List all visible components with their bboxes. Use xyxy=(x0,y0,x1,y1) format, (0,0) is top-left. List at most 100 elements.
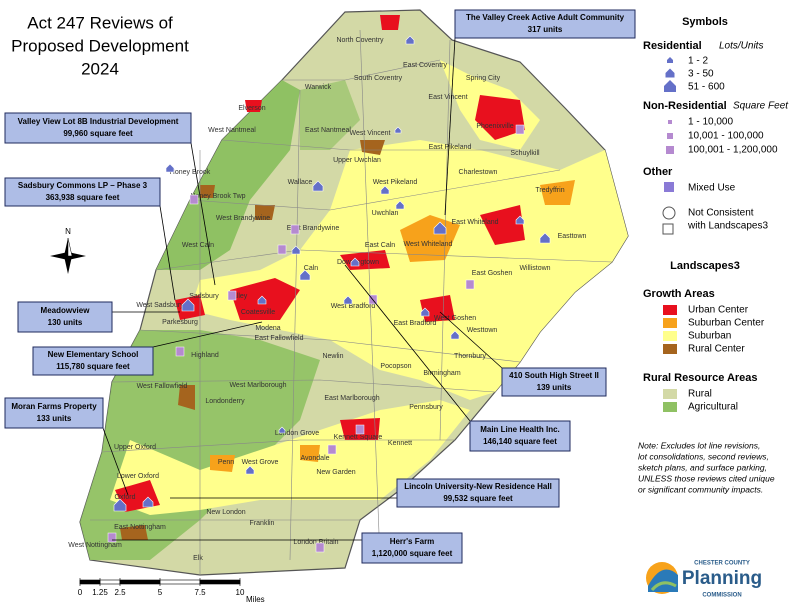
legend-section: Other xyxy=(643,166,673,178)
callout-box xyxy=(469,420,571,452)
township-label: Willistown xyxy=(519,265,550,272)
township-label: Penn xyxy=(218,459,234,466)
legend-section: Rural Resource Areas xyxy=(643,372,758,384)
callout-detail: 363,938 square feet xyxy=(46,193,120,202)
township-label: Kennett Square xyxy=(334,434,383,441)
township-label: West Sadsbury xyxy=(136,302,184,309)
township-label: Thornbury xyxy=(454,353,486,360)
legend-symbol xyxy=(662,223,674,235)
township-label: East Pikeland xyxy=(429,144,472,151)
township-label: Elverson xyxy=(238,105,265,112)
callout-detail: 130 units xyxy=(48,318,83,327)
township-label: Wallace xyxy=(288,179,313,186)
callout-detail: 99,960 square feet xyxy=(63,129,133,138)
callout-name: New Elementary School xyxy=(48,350,139,359)
title-line: Proposed Development xyxy=(11,36,189,55)
township-label: West Vincent xyxy=(350,130,391,137)
nonres-icon xyxy=(315,542,325,553)
callout-leaders xyxy=(102,37,503,541)
township-label: London Britain xyxy=(293,539,338,546)
development-icon xyxy=(405,35,415,45)
scale-label: 10 xyxy=(236,588,245,597)
township-label: Caln xyxy=(304,265,319,272)
north-arrow: N xyxy=(50,227,86,274)
township-label: Schuylkill xyxy=(510,150,540,157)
callout-box xyxy=(4,112,192,144)
township-label: East Nottingham xyxy=(114,524,166,531)
township-label: Pocopson xyxy=(380,363,411,370)
township-label: Honey Brook xyxy=(170,169,211,176)
legend-label: Rural Center xyxy=(688,344,745,355)
township-label: Newlin xyxy=(322,353,343,360)
township-label: West Goshen xyxy=(434,315,476,322)
township-label: Kennett xyxy=(388,440,412,447)
legend-heading: Symbols xyxy=(682,16,728,28)
callout-detail: 99,532 square feet xyxy=(443,494,513,503)
title-line: Act 247 Reviews of xyxy=(27,13,173,32)
callout-detail: 139 units xyxy=(537,383,572,392)
township-label: East Whiteland xyxy=(451,219,498,226)
township-label: New London xyxy=(206,509,245,516)
callout-name: Main Line Health Inc. xyxy=(480,425,560,434)
legend-swatch xyxy=(663,402,677,412)
development-icon xyxy=(515,215,525,225)
legend-label: Rural xyxy=(688,389,712,400)
development-icon xyxy=(291,245,301,255)
scale-label: 5 xyxy=(158,588,163,597)
legend-unit: Square Feet xyxy=(733,101,789,112)
callout-box xyxy=(4,397,104,429)
development-icon xyxy=(312,180,324,192)
township-label: Oxford xyxy=(114,494,135,501)
legend-label: Agricultural xyxy=(688,402,738,413)
nonres-icon xyxy=(107,532,117,543)
township-label: West Brandywine xyxy=(216,215,270,222)
township-label: East Nantmeal xyxy=(305,127,351,134)
township-label: Pennsbury xyxy=(409,404,443,411)
nonres-icon xyxy=(327,444,337,455)
nonres-icon xyxy=(355,424,365,435)
legend-label: Suburban Center xyxy=(688,318,765,329)
development-icon xyxy=(380,185,390,195)
township-label: West Grove xyxy=(242,459,279,466)
callout-name: Moran Farms Property xyxy=(11,402,97,411)
legend-symbol xyxy=(664,182,674,192)
callout-box xyxy=(17,301,113,333)
legend: Symbols Residential Lots/Units 1 - 2 3 - 50 5… xyxy=(638,16,789,494)
callout-name: 410 South High Street II xyxy=(509,371,599,380)
legend-swatch xyxy=(663,318,677,328)
north-label: N xyxy=(65,227,71,236)
scale-label: 1.25 xyxy=(92,588,108,597)
township-label: Upper Oxford xyxy=(114,444,156,451)
scale-label: 0 xyxy=(78,588,83,597)
development-icon xyxy=(181,298,195,312)
township-label: West Bradford xyxy=(331,303,376,310)
callout-box xyxy=(396,478,560,508)
legend-swatch xyxy=(663,344,677,354)
township-label: Phoenixville xyxy=(476,123,513,130)
scale-label: 7.5 xyxy=(194,588,206,597)
county-map xyxy=(79,9,629,576)
legend-label: 100,001 - 1,200,000 xyxy=(688,145,778,156)
nonres-icon xyxy=(227,290,237,301)
legend-label: 3 - 50 xyxy=(688,69,714,80)
logo-county: CHESTER COUNTY xyxy=(694,561,750,567)
scale-segment xyxy=(199,579,241,585)
township-label: West Fallowfield xyxy=(137,383,188,390)
township-label: West Nottingham xyxy=(68,542,122,549)
callout-detail: 317 units xyxy=(528,25,563,34)
development-icon xyxy=(539,232,551,244)
legend-symbol xyxy=(667,57,673,63)
development-icon xyxy=(278,426,286,434)
legend-section: Non-Residential xyxy=(643,100,727,112)
township-label: Spring City xyxy=(466,75,501,82)
legend-swatch xyxy=(663,389,677,399)
callout-box xyxy=(32,346,154,376)
leader-line xyxy=(159,205,176,301)
scale-segment xyxy=(159,579,201,585)
callouts: The Valley Creek Active Adult Community 3… xyxy=(4,9,636,564)
legend-symbol xyxy=(666,146,674,154)
legend-swatch xyxy=(663,305,677,315)
scale-segment xyxy=(119,579,161,585)
